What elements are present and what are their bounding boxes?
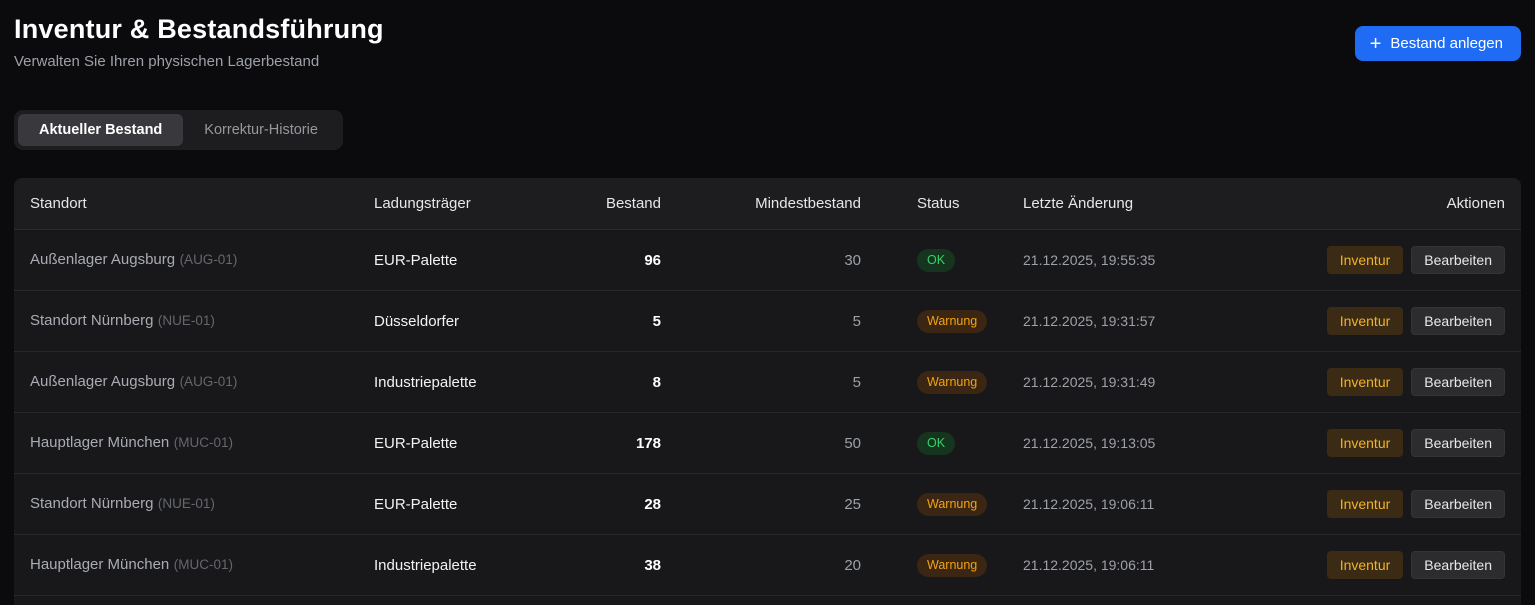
location-name: Standort Nürnberg [30, 312, 154, 329]
location-code: (NUE-01) [157, 496, 215, 511]
last-change-cell: 21.12.2025, 19:31:49 [1023, 374, 1156, 390]
location-code: (MUC-01) [173, 557, 233, 572]
standort-cell: Außenlager Augsburg (AUG-01) [30, 373, 374, 391]
column-header-bestand: Bestand [605, 195, 661, 212]
location-name: Hauptlager München [30, 556, 170, 573]
min-stock-value: 25 [844, 495, 861, 513]
last-change-cell: 21.12.2025, 19:06:11 [1023, 496, 1155, 512]
column-header-ladungstraeger: Ladungsträger [374, 195, 471, 212]
status-badge: Warnung [917, 492, 988, 516]
standort-cell: Außenlager Augsburg (AUG-01) [30, 251, 374, 269]
create-stock-button[interactable]: + Bestand anlegen [1354, 26, 1521, 61]
actions-cell: Inventur Bearbeiten [1323, 246, 1505, 274]
min-stock-value: 30 [844, 251, 861, 269]
tab-aktueller-bestand[interactable]: Aktueller Bestand [18, 114, 184, 146]
table-row: Hauptlager München (MUC-01) EUR-Palette … [14, 413, 1521, 474]
bearbeiten-button[interactable]: Bearbeiten [1411, 490, 1505, 518]
plus-icon: + [1369, 32, 1382, 55]
min-stock-value: 20 [844, 556, 861, 574]
status-cell: Warnung [861, 492, 1023, 516]
stock-value: 96 [644, 251, 661, 269]
min-stock-value: 5 [852, 373, 861, 391]
tab-korrektur-historie[interactable]: Korrektur-Historie [183, 114, 339, 146]
inventur-button[interactable]: Inventur [1326, 429, 1404, 457]
stock-value: 178 [635, 434, 661, 452]
actions-cell: Inventur Bearbeiten [1323, 429, 1505, 457]
location-name: Außenlager Augsburg [30, 373, 176, 390]
stock-value: 8 [652, 373, 661, 391]
carrier-cell: EUR-Palette [374, 495, 458, 513]
status-badge: Warnung [917, 309, 988, 333]
status-cell: Warnung [861, 553, 1023, 577]
location-name: Standort Nürnberg [30, 495, 154, 512]
standort-cell: Hauptlager München (MUC-01) [30, 556, 374, 574]
column-header-standort: Standort [30, 195, 87, 212]
stock-value: 5 [652, 312, 661, 330]
bearbeiten-button[interactable]: Bearbeiten [1411, 368, 1505, 396]
column-header-letzte-aenderung: Letzte Änderung [1023, 195, 1134, 212]
status-badge: OK [917, 248, 956, 272]
page-header: Inventur & Bestandsführung Verwalten Sie… [14, 14, 1521, 70]
actions-cell: Inventur Bearbeiten [1323, 368, 1505, 396]
location-code: (AUG-01) [179, 252, 238, 267]
standort-cell: Hauptlager München (MUC-01) [30, 434, 374, 452]
column-header-mindestbestand: Mindestbestand [755, 195, 861, 212]
inventur-button[interactable]: Inventur [1326, 307, 1404, 335]
location-name: Hauptlager München [30, 434, 170, 451]
standort-cell: Standort Nürnberg (NUE-01) [30, 312, 374, 330]
bearbeiten-button[interactable]: Bearbeiten [1411, 429, 1505, 457]
actions-cell: Inventur Bearbeiten [1323, 307, 1505, 335]
inventur-button[interactable]: Inventur [1326, 551, 1404, 579]
location-code: (NUE-01) [157, 313, 215, 328]
carrier-cell: Industriepalette [374, 556, 477, 574]
status-cell: Warnung [861, 370, 1023, 394]
location-code: (AUG-01) [179, 374, 238, 389]
last-change-cell: 21.12.2025, 19:06:11 [1023, 557, 1155, 573]
stock-value: 38 [644, 556, 661, 574]
actions-cell: Inventur Bearbeiten [1323, 490, 1505, 518]
table-row: Hauptlager München (MUC-01) Industriepal… [14, 535, 1521, 596]
status-badge: Warnung [917, 370, 988, 394]
last-change-cell: 21.12.2025, 19:55:35 [1023, 252, 1156, 268]
min-stock-value: 50 [844, 434, 861, 452]
create-stock-button-label: Bestand anlegen [1390, 35, 1503, 52]
tab-bar: Aktueller Bestand Korrektur-Historie [14, 110, 343, 150]
inventory-table: Standort Ladungsträger Bestand Mindestbe… [14, 178, 1521, 605]
column-header-aktionen: Aktionen [1446, 195, 1505, 212]
status-cell: Warnung [861, 309, 1023, 333]
inventur-button[interactable]: Inventur [1326, 490, 1404, 518]
inventur-button[interactable]: Inventur [1326, 368, 1404, 396]
last-change-cell: 21.12.2025, 19:13:05 [1023, 435, 1156, 451]
table-header-row: Standort Ladungsträger Bestand Mindestbe… [14, 178, 1521, 230]
status-badge: Warnung [917, 553, 988, 577]
inventur-button[interactable]: Inventur [1326, 246, 1404, 274]
table-row: Außenlager Augsburg (AUG-01) EUR-Palette… [14, 230, 1521, 291]
carrier-cell: Industriepalette [374, 373, 477, 391]
standort-cell: Standort Nürnberg (NUE-01) [30, 495, 374, 513]
page-title: Inventur & Bestandsführung [14, 14, 384, 44]
status-cell: OK [861, 431, 1023, 455]
actions-cell: Inventur Bearbeiten [1323, 551, 1505, 579]
bearbeiten-button[interactable]: Bearbeiten [1411, 246, 1505, 274]
table-row: Standort Nürnberg (NUE-01) EUR-Palette 2… [14, 474, 1521, 535]
status-cell: OK [861, 248, 1023, 272]
bearbeiten-button[interactable]: Bearbeiten [1411, 307, 1505, 335]
location-name: Außenlager Augsburg [30, 251, 176, 268]
min-stock-value: 5 [852, 312, 861, 330]
bearbeiten-button[interactable]: Bearbeiten [1411, 551, 1505, 579]
carrier-cell: EUR-Palette [374, 251, 458, 269]
table-row: Standort Nürnberg (NUE-01) Düsseldorfer … [14, 291, 1521, 352]
status-badge: OK [917, 431, 956, 455]
carrier-cell: Düsseldorfer [374, 312, 460, 330]
last-change-cell: 21.12.2025, 19:31:57 [1023, 313, 1156, 329]
table-row: Außenlager Augsburg (AUG-01) Industriepa… [14, 352, 1521, 413]
location-code: (MUC-01) [173, 435, 233, 450]
page-subtitle: Verwalten Sie Ihren physischen Lagerbest… [14, 53, 320, 70]
carrier-cell: EUR-Palette [374, 434, 458, 452]
stock-value: 28 [644, 495, 661, 513]
column-header-status: Status [917, 195, 960, 212]
